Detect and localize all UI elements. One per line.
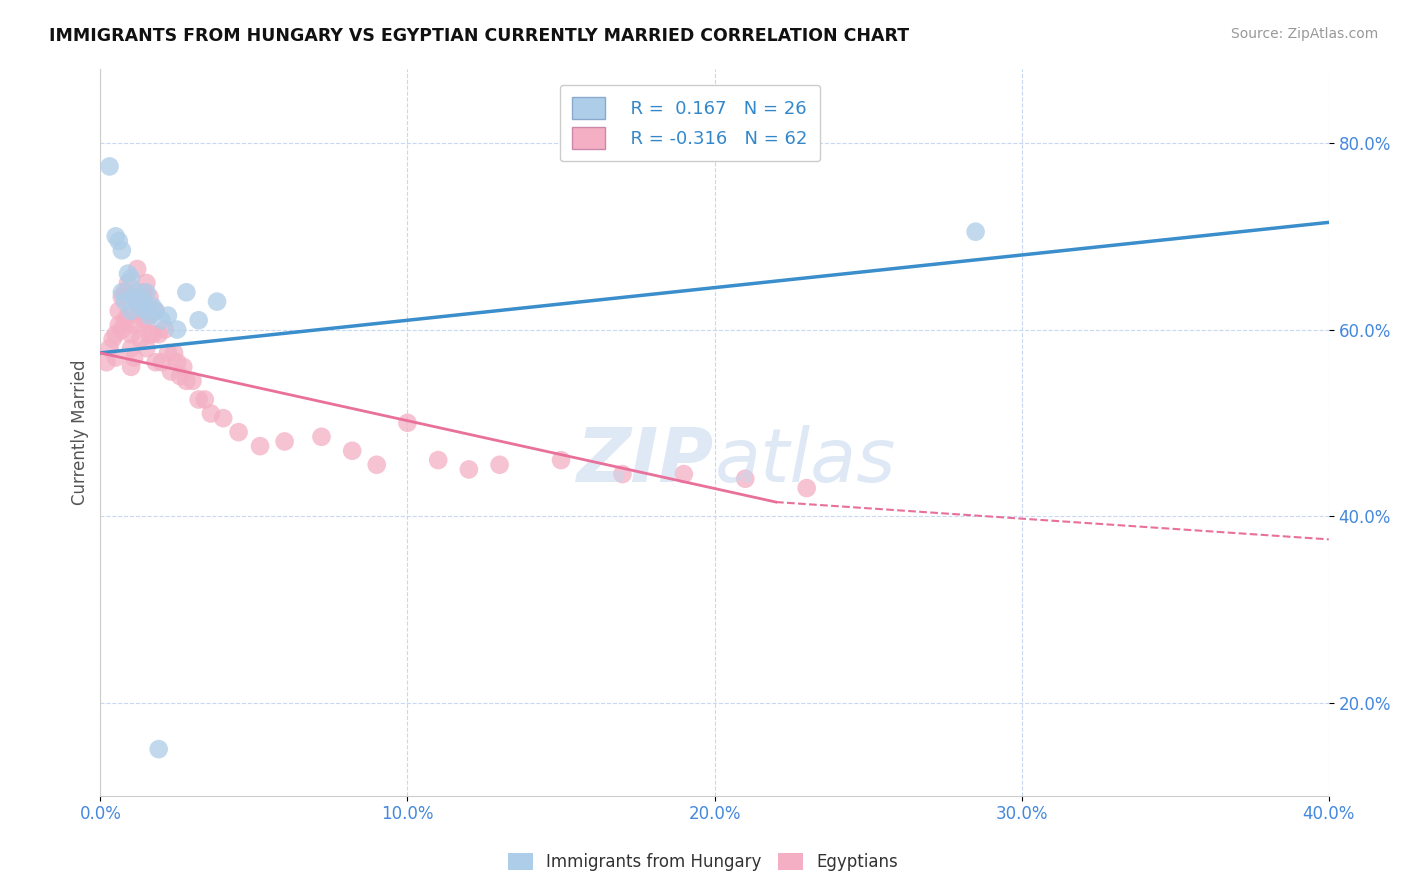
Point <box>148 327 170 342</box>
Point <box>138 327 160 342</box>
Point <box>135 313 157 327</box>
Point <box>176 374 198 388</box>
Point <box>212 411 235 425</box>
Point <box>98 160 121 174</box>
Point <box>550 453 572 467</box>
Point <box>114 294 136 309</box>
Point <box>104 351 127 365</box>
Point <box>107 234 129 248</box>
Point <box>166 322 188 336</box>
Point <box>122 290 145 304</box>
Point <box>104 327 127 342</box>
Point <box>98 341 121 355</box>
Point <box>796 481 818 495</box>
Text: ZIP: ZIP <box>578 425 714 498</box>
Point <box>273 434 295 449</box>
Point <box>228 425 250 439</box>
Point <box>114 285 136 300</box>
Point <box>101 332 124 346</box>
Point <box>172 359 194 374</box>
Point <box>145 304 167 318</box>
Point <box>488 458 510 472</box>
Legend: Immigrants from Hungary, Egyptians: Immigrants from Hungary, Egyptians <box>499 845 907 880</box>
Point <box>96 355 118 369</box>
Point <box>156 309 179 323</box>
Point <box>129 304 152 318</box>
Point <box>111 322 134 336</box>
Point <box>145 355 167 369</box>
Point <box>132 313 155 327</box>
Point <box>120 327 142 342</box>
Point <box>138 309 160 323</box>
Point <box>249 439 271 453</box>
Point <box>142 327 165 342</box>
Text: Source: ZipAtlas.com: Source: ZipAtlas.com <box>1230 27 1378 41</box>
Point <box>612 467 634 481</box>
Point <box>153 322 176 336</box>
Point <box>734 472 756 486</box>
Point <box>111 244 134 258</box>
Point <box>129 332 152 346</box>
Point <box>163 346 186 360</box>
Point <box>120 341 142 355</box>
Point <box>104 229 127 244</box>
Point <box>122 351 145 365</box>
Point <box>965 225 987 239</box>
Point <box>107 304 129 318</box>
Point <box>169 369 191 384</box>
Point <box>200 407 222 421</box>
Point <box>311 430 333 444</box>
Point <box>427 453 450 467</box>
Point <box>111 285 134 300</box>
Point <box>111 290 134 304</box>
Text: IMMIGRANTS FROM HUNGARY VS EGYPTIAN CURRENTLY MARRIED CORRELATION CHART: IMMIGRANTS FROM HUNGARY VS EGYPTIAN CURR… <box>49 27 910 45</box>
Point <box>138 290 160 304</box>
Point <box>117 276 139 290</box>
Point <box>127 285 149 300</box>
Point <box>122 318 145 332</box>
Point <box>129 299 152 313</box>
Point <box>120 304 142 318</box>
Point <box>120 359 142 374</box>
Point <box>117 309 139 323</box>
Point <box>135 341 157 355</box>
Point <box>396 416 419 430</box>
Legend:   R =  0.167   N = 26,   R = -0.316   N = 62: R = 0.167 N = 26, R = -0.316 N = 62 <box>560 85 820 161</box>
Point <box>457 462 479 476</box>
Point <box>132 285 155 300</box>
Point <box>120 271 142 285</box>
Point <box>176 285 198 300</box>
Point <box>181 374 204 388</box>
Text: atlas: atlas <box>714 425 896 497</box>
Point <box>132 294 155 309</box>
Point <box>156 346 179 360</box>
Point <box>127 294 149 309</box>
Point <box>340 443 363 458</box>
Point <box>150 313 173 327</box>
Point <box>366 458 388 472</box>
Point <box>135 276 157 290</box>
Point <box>672 467 695 481</box>
Point <box>148 742 170 756</box>
Y-axis label: Currently Married: Currently Married <box>72 359 89 505</box>
Point <box>117 267 139 281</box>
Point <box>114 313 136 327</box>
Point <box>194 392 217 407</box>
Point <box>142 299 165 313</box>
Point <box>160 365 183 379</box>
Point <box>107 318 129 332</box>
Point <box>145 304 167 318</box>
Point <box>150 355 173 369</box>
Point <box>135 304 157 318</box>
Point <box>166 355 188 369</box>
Point <box>135 285 157 300</box>
Point <box>205 294 228 309</box>
Point <box>127 262 149 277</box>
Point <box>187 313 209 327</box>
Point <box>187 392 209 407</box>
